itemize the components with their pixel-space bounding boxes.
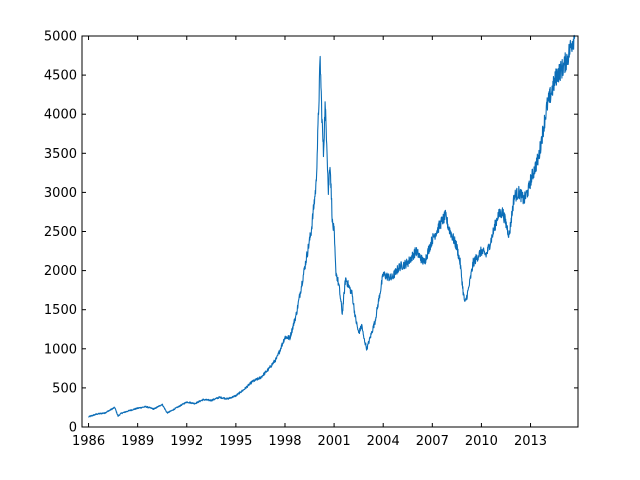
- x-tick-label: 2007: [416, 434, 449, 449]
- x-tick-label: 1992: [170, 434, 203, 449]
- y-tick-label: 1500: [44, 303, 77, 318]
- y-tick-label: 3000: [44, 186, 77, 201]
- y-tick-label: 500: [52, 381, 77, 396]
- plot-area-frame: [81, 35, 579, 428]
- x-tick-label: 2004: [367, 434, 400, 449]
- x-tick-label: 1998: [268, 434, 301, 449]
- x-tick-label: 1989: [121, 434, 154, 449]
- x-tick-label: 2013: [514, 434, 547, 449]
- y-tick-label: 5000: [44, 30, 77, 45]
- y-tick-label: 1000: [44, 342, 77, 357]
- y-tick-label: 2500: [44, 225, 77, 240]
- x-tick-label: 2001: [318, 434, 351, 449]
- y-tick-label: 4500: [44, 69, 77, 84]
- tick-layer: [82, 35, 578, 428]
- series-layer: [88, 34, 576, 418]
- x-tick-label: 1986: [72, 434, 105, 449]
- series-line: [88, 34, 576, 418]
- x-tick-label: 2010: [465, 434, 498, 449]
- y-tick-label: 2000: [44, 264, 77, 279]
- y-tick-label: 0: [69, 421, 77, 436]
- y-tick-label: 3500: [44, 147, 77, 162]
- y-tick-label: 4000: [44, 108, 77, 123]
- x-tick-label: 1995: [219, 434, 252, 449]
- tick-label-layer: 1986 1989 1992 1995 1998 2001 2004 2007 2010 2013…: [44, 30, 547, 450]
